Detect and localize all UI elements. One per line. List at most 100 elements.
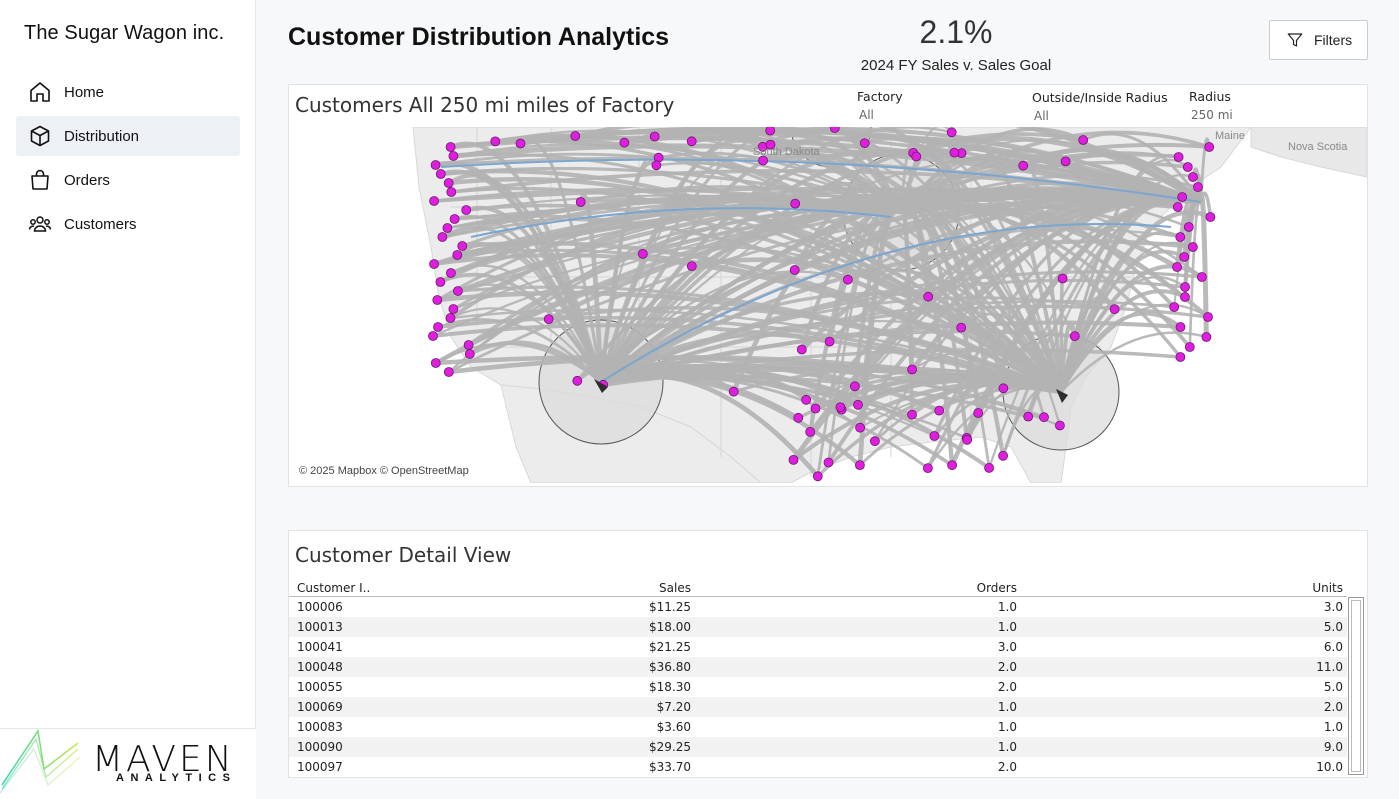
customer-point[interactable]	[637, 249, 648, 259]
radius-side-filter[interactable]: Outside/Inside Radius All	[1032, 90, 1168, 123]
customer-points[interactable]	[428, 127, 1216, 482]
customer-point[interactable]	[850, 381, 860, 392]
nav-item-orders[interactable]: Orders	[16, 160, 240, 200]
table-row[interactable]: 100006 $11.25 1.0 3.0	[289, 597, 1347, 617]
customer-point[interactable]	[1039, 412, 1049, 423]
customer-point[interactable]	[463, 340, 474, 350]
customer-point[interactable]	[929, 431, 940, 441]
customer-point[interactable]	[1179, 252, 1190, 262]
customer-point[interactable]	[1184, 342, 1195, 352]
table-scrollbar[interactable]	[1348, 597, 1364, 775]
customer-point[interactable]	[790, 198, 801, 209]
customer-point[interactable]	[429, 196, 440, 206]
customer-point[interactable]	[445, 268, 456, 278]
customer-point[interactable]	[998, 450, 1008, 461]
customer-point[interactable]	[1057, 273, 1068, 284]
filters-button[interactable]: Filters	[1269, 20, 1368, 60]
customer-point[interactable]	[1180, 282, 1190, 292]
customer-point[interactable]	[956, 322, 967, 333]
customer-point[interactable]	[1201, 332, 1212, 342]
customer-point[interactable]	[728, 386, 739, 397]
table-row[interactable]: 100069 $7.20 1.0 2.0	[289, 697, 1347, 717]
customer-point[interactable]	[949, 147, 960, 158]
customer-point[interactable]	[430, 358, 441, 368]
customer-point[interactable]	[443, 367, 454, 377]
customer-point[interactable]	[1172, 262, 1182, 272]
customer-point[interactable]	[1173, 152, 1184, 162]
table-row[interactable]: 100055 $18.30 2.0 5.0	[289, 677, 1347, 697]
column-header-sales[interactable]: Sales	[659, 581, 691, 595]
customer-point[interactable]	[461, 205, 472, 215]
customer-point[interactable]	[824, 336, 835, 347]
factory-filter[interactable]: Factory All	[857, 89, 903, 122]
map-attribution[interactable]: © 2025 Mapbox © OpenStreetMap	[299, 465, 469, 477]
customer-point[interactable]	[835, 402, 846, 413]
customer-point[interactable]	[1023, 411, 1034, 422]
customer-point[interactable]	[1188, 172, 1198, 182]
nav-item-home[interactable]: Home	[16, 72, 240, 112]
customer-point[interactable]	[1078, 135, 1089, 145]
radius-filter[interactable]: Radius 250 mi	[1189, 89, 1233, 122]
customer-point[interactable]	[446, 187, 457, 197]
customer-point[interactable]	[793, 412, 804, 423]
customer-point[interactable]	[433, 322, 443, 332]
customer-point[interactable]	[1204, 142, 1215, 152]
customer-point[interactable]	[432, 295, 443, 305]
customer-point[interactable]	[442, 223, 453, 233]
customer-point[interactable]	[1055, 420, 1065, 431]
customer-point[interactable]	[1069, 331, 1080, 342]
customer-point[interactable]	[1172, 202, 1183, 212]
map-svg[interactable]: South Dakota Maine Nova Scotia	[291, 127, 1367, 483]
customer-point[interactable]	[855, 422, 865, 433]
customer-point[interactable]	[758, 155, 769, 166]
customer-point[interactable]	[435, 277, 446, 287]
customer-point[interactable]	[428, 331, 438, 341]
customer-point[interactable]	[810, 403, 821, 414]
customer-point[interactable]	[490, 136, 501, 147]
table-row[interactable]: 100090 $29.25 1.0 9.0	[289, 737, 1347, 757]
customer-point[interactable]	[1180, 292, 1190, 302]
table-row[interactable]: 100097 $33.70 2.0 10.0	[289, 757, 1347, 777]
customer-point[interactable]	[452, 250, 463, 260]
customer-point[interactable]	[789, 265, 800, 275]
customer-point[interactable]	[575, 197, 586, 207]
customer-point[interactable]	[1193, 182, 1203, 192]
customer-point[interactable]	[435, 169, 446, 179]
customer-point[interactable]	[1182, 162, 1193, 172]
customer-point[interactable]	[805, 426, 816, 437]
customer-point[interactable]	[686, 261, 697, 272]
customer-point[interactable]	[570, 131, 581, 141]
customer-point[interactable]	[464, 349, 475, 359]
customer-point[interactable]	[429, 259, 440, 269]
table-row[interactable]: 100013 $18.00 1.0 5.0	[289, 617, 1347, 637]
customer-point[interactable]	[801, 394, 811, 405]
customer-point[interactable]	[445, 313, 456, 323]
customer-point[interactable]	[1175, 322, 1186, 332]
customer-point[interactable]	[1188, 242, 1198, 252]
customer-point[interactable]	[619, 137, 630, 148]
customer-point[interactable]	[765, 127, 776, 136]
customer-point[interactable]	[543, 314, 554, 325]
customer-point[interactable]	[829, 127, 840, 133]
customer-point[interactable]	[452, 286, 463, 296]
customer-point[interactable]	[855, 460, 865, 471]
customer-point[interactable]	[649, 131, 660, 142]
customer-point[interactable]	[457, 241, 468, 251]
nav-item-customers[interactable]: Customers	[16, 204, 240, 244]
column-header-customer-id[interactable]: Customer I..	[297, 581, 371, 595]
customer-point[interactable]	[812, 471, 823, 482]
customer-point[interactable]	[1197, 272, 1207, 282]
table-row[interactable]: 100048 $36.80 2.0 11.0	[289, 657, 1347, 677]
customer-point[interactable]	[572, 375, 583, 386]
customer-point[interactable]	[946, 127, 957, 138]
customer-point[interactable]	[651, 160, 662, 171]
customer-point[interactable]	[448, 151, 459, 161]
customer-point[interactable]	[973, 408, 984, 418]
table-row[interactable]: 100041 $21.25 3.0 6.0	[289, 637, 1347, 657]
customer-point[interactable]	[443, 178, 454, 188]
customer-point[interactable]	[934, 405, 945, 416]
customer-point[interactable]	[859, 138, 870, 149]
customer-point[interactable]	[998, 383, 1009, 394]
customer-point[interactable]	[1109, 304, 1120, 315]
customer-point[interactable]	[907, 364, 917, 375]
